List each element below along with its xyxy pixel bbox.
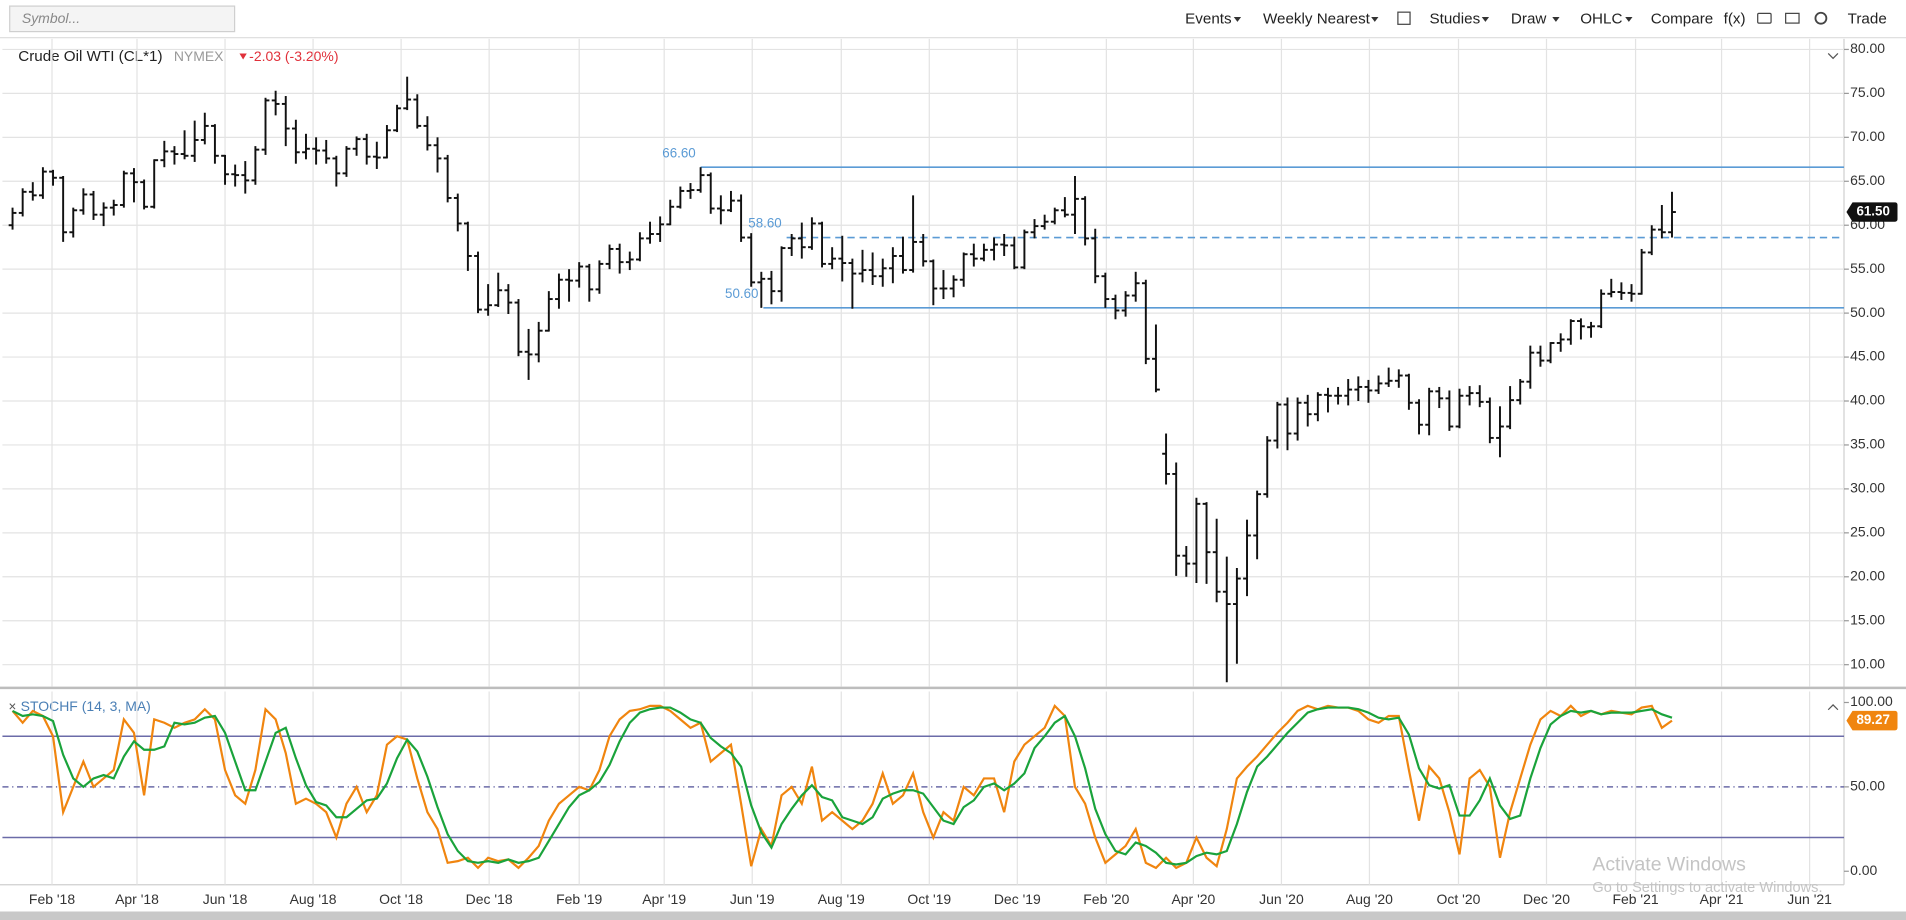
- y-tick-label: 100.00: [1850, 693, 1893, 709]
- y-tick-label: 0.00: [1850, 862, 1877, 878]
- calendar-icon[interactable]: [1397, 11, 1411, 25]
- toolbar: [0, 0, 1906, 38]
- y-tick-label: 35.00: [1850, 436, 1885, 452]
- y-tick-label: 25.00: [1850, 524, 1885, 540]
- expand-icon[interactable]: [1827, 704, 1839, 711]
- menu-compare[interactable]: Compare: [1651, 10, 1713, 27]
- x-tick-label: Feb '18: [29, 891, 75, 907]
- bottom-bar: [0, 911, 1906, 920]
- x-tick-label: Dec '20: [1523, 891, 1570, 907]
- collapse-icon[interactable]: [1827, 53, 1839, 60]
- x-tick-label: Jun '21: [1787, 891, 1832, 907]
- settings-icon[interactable]: [1814, 11, 1828, 25]
- watermark: Go to Settings to activate Windows.: [1592, 880, 1822, 896]
- y-tick-label: 75.00: [1850, 84, 1885, 100]
- y-tick-label: 70.00: [1850, 128, 1885, 144]
- x-tick-label: Apr '20: [1171, 891, 1215, 907]
- x-tick-label: Oct '18: [379, 891, 423, 907]
- x-tick-label: Aug '19: [818, 891, 865, 907]
- exchange: NYMEX: [174, 48, 224, 64]
- x-tick-label: Aug '20: [1346, 891, 1393, 907]
- down-arrow: [239, 53, 247, 60]
- x-tick-label: Aug '18: [290, 891, 337, 907]
- caret: [1371, 17, 1379, 22]
- menu-trade[interactable]: Trade: [1848, 10, 1887, 27]
- level-label: 50.60: [725, 286, 758, 301]
- x-tick-label: Feb '21: [1612, 891, 1658, 907]
- price-change: -2.03 (-3.20%): [249, 48, 338, 64]
- y-tick-label: 80.00: [1850, 40, 1885, 56]
- y-tick-label: 45.00: [1850, 348, 1885, 364]
- indicator-line: [11, 703, 1673, 870]
- level-label: 66.60: [662, 145, 695, 160]
- x-tick-label: Dec '19: [994, 891, 1041, 907]
- y-tick-label: 50.00: [1850, 304, 1885, 320]
- y-tick-label: 65.00: [1850, 172, 1885, 188]
- symbol-input[interactable]: [9, 5, 236, 33]
- watermark: Activate Windows: [1592, 853, 1746, 875]
- instrument-title: Crude Oil WTI (CL*1): [18, 48, 162, 65]
- x-tick-label: Oct '20: [1437, 891, 1481, 907]
- menu-events[interactable]: Events: [1185, 10, 1232, 27]
- x-tick-label: Feb '20: [1083, 891, 1129, 907]
- x-tick-label: Jun '19: [730, 891, 775, 907]
- caret: [1233, 17, 1242, 22]
- close-study[interactable]: ×: [9, 699, 17, 714]
- last-price-badge: [1846, 202, 1898, 222]
- x-tick-label: Feb '19: [556, 891, 602, 907]
- x-tick-label: Jun '18: [203, 891, 248, 907]
- y-tick-label: 50.00: [1850, 778, 1885, 794]
- caret: [1481, 17, 1490, 22]
- x-tick-label: Apr '21: [1700, 891, 1744, 907]
- y-tick-label: 10.00: [1850, 655, 1885, 671]
- caret: [1625, 17, 1633, 22]
- x-tick-label: Apr '19: [642, 891, 686, 907]
- symbol-placeholder: Symbol...: [22, 10, 80, 26]
- menu-studies[interactable]: Studies: [1430, 10, 1481, 27]
- indicator-line: [12, 706, 1673, 866]
- menu-interval[interactable]: Weekly Nearest: [1263, 10, 1371, 27]
- study-title: STOCHF (14, 3, MA): [21, 698, 151, 714]
- y-tick-label: 55.00: [1850, 260, 1885, 276]
- caret: [1552, 17, 1560, 22]
- y-tick-label: 40.00: [1850, 392, 1885, 408]
- y-tick-label: 20.00: [1850, 567, 1885, 583]
- camera-icon[interactable]: [1757, 12, 1772, 24]
- x-tick-label: Dec '18: [466, 891, 513, 907]
- indicator-badge: [1846, 710, 1898, 731]
- menu-chart-type[interactable]: OHLC: [1580, 10, 1622, 27]
- menu-draw[interactable]: Draw: [1511, 10, 1546, 27]
- level-label: 58.60: [748, 216, 781, 231]
- x-tick-label: Jun '20: [1259, 891, 1304, 907]
- indicator-value: 89.27: [1856, 712, 1889, 727]
- last-price-label: 61.50: [1856, 204, 1889, 219]
- y-tick-label: 30.00: [1850, 480, 1885, 496]
- x-tick-label: Oct '19: [907, 891, 951, 907]
- menu-function[interactable]: f(x): [1724, 10, 1746, 27]
- y-tick-label: 15.00: [1850, 611, 1885, 627]
- marks: Feb '18 Apr '18 Jun '18 Aug '18 Oct '18 Dec '…: [2, 38, 1898, 907]
- x-tick-label: Apr '18: [115, 891, 159, 907]
- print-icon[interactable]: [1785, 12, 1800, 24]
